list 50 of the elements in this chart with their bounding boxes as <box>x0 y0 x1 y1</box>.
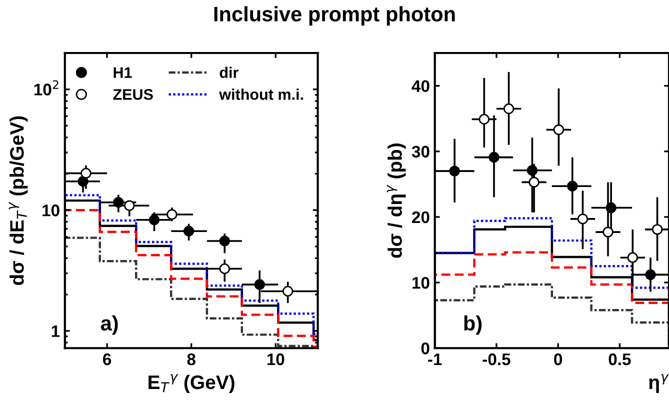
x-axis-title: η$^{γ}$ <box>649 374 669 393</box>
y-tick-label: 30 <box>412 146 430 158</box>
point <box>282 286 294 297</box>
point <box>567 180 578 192</box>
y-tick-label: 40 <box>412 80 430 92</box>
point <box>80 168 92 179</box>
y-tick-label: 0 <box>421 342 430 354</box>
point <box>577 214 588 224</box>
point <box>113 196 124 208</box>
legend-label: dir <box>220 66 238 78</box>
x-tick-label: 0 <box>554 353 562 366</box>
x-axis-title: E$_{T}$$^{γ}$ (GeV) <box>148 374 234 393</box>
point <box>78 176 88 187</box>
point <box>449 166 460 176</box>
x-tick-label: 6 <box>103 353 112 366</box>
legend-label: ZEUS <box>113 89 153 100</box>
point <box>219 263 230 274</box>
y-tick-label: 10$^{2}$ <box>34 80 58 96</box>
point <box>606 202 616 214</box>
point <box>219 236 230 246</box>
y-axis-title: dσ / dE$_{T}$$^{γ}$ (pb/GeV) <box>8 116 28 286</box>
annotation: a) <box>100 315 118 335</box>
point <box>526 165 538 176</box>
x-tick-label: -0.5 <box>482 353 510 366</box>
point <box>254 279 265 290</box>
legend-label: H1 <box>114 67 132 78</box>
x-tick-label: 8 <box>187 353 196 366</box>
y-tick-label: 10 <box>412 276 430 289</box>
x-tick-label: 0.5 <box>608 353 631 366</box>
point <box>183 226 194 236</box>
y-tick-label: 10 <box>42 204 60 216</box>
point <box>652 224 663 235</box>
point <box>488 152 500 163</box>
point <box>645 269 656 280</box>
point <box>602 226 614 238</box>
point <box>503 103 514 114</box>
y-axis-title: dσ / dη$^{γ}$ (pb) <box>386 144 406 258</box>
legend-label: without m.i. <box>219 88 303 100</box>
point <box>528 176 540 188</box>
point <box>148 214 160 226</box>
x-tick-label: 10 <box>267 353 284 366</box>
point <box>553 124 564 136</box>
annotation: b) <box>464 315 482 335</box>
point <box>627 252 638 263</box>
point <box>124 200 135 211</box>
point <box>478 114 490 125</box>
y-tick-label: 20 <box>412 211 430 224</box>
x-tick-label: -1 <box>428 354 442 366</box>
chart-title: Inclusive prompt photon <box>214 6 455 26</box>
y-tick-label: 1 <box>52 325 60 337</box>
